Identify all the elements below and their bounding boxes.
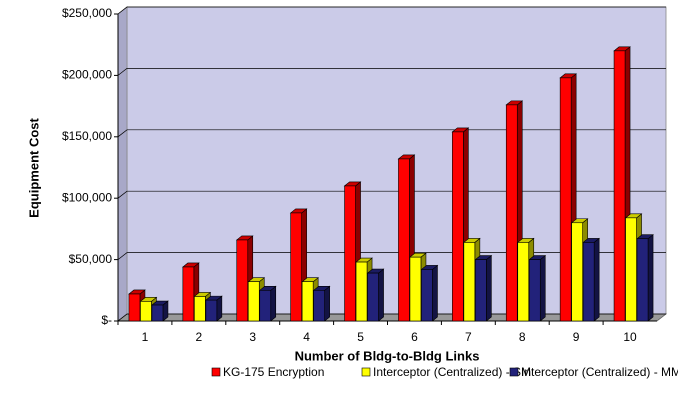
- y-axis-title: Equipment Cost: [26, 118, 41, 218]
- bar-front: [313, 289, 325, 322]
- x-tick-label: 1: [142, 330, 149, 344]
- bar-front: [409, 256, 422, 322]
- bar-front: [398, 158, 410, 322]
- bar-front: [151, 304, 164, 322]
- x-tick-label: 10: [623, 330, 637, 344]
- y-tick-label: $250,000: [62, 6, 112, 20]
- bar-front: [128, 293, 141, 322]
- bar-front: [475, 259, 487, 322]
- bar-side: [593, 237, 600, 322]
- bar: [312, 285, 331, 322]
- grid-line: [117, 6, 666, 15]
- y-tick-label: $150,000: [62, 129, 112, 143]
- bar-front: [528, 259, 541, 322]
- bar-front: [571, 222, 583, 322]
- bar-front: [582, 242, 595, 322]
- bar-front: [452, 131, 464, 322]
- bar-side: [378, 268, 384, 322]
- grid-line: [117, 252, 666, 260]
- bar-front: [505, 104, 518, 322]
- grid-line: [117, 190, 666, 199]
- bar: [528, 254, 547, 322]
- legend-label: Interceptor (Centralized) - MM: [521, 365, 678, 379]
- bar-side: [324, 285, 330, 322]
- bar-front: [290, 212, 302, 322]
- bar: [582, 237, 601, 322]
- legend-label: KG-175 Encryption: [223, 365, 324, 379]
- bar-front: [367, 272, 379, 322]
- y-tick-label: $50,000: [69, 252, 113, 266]
- bar-front: [344, 185, 356, 322]
- bar-front: [140, 301, 152, 322]
- bar-front: [182, 266, 195, 322]
- x-tick-label: 2: [196, 330, 203, 344]
- legend-swatch: [361, 367, 371, 377]
- bar-front: [463, 242, 476, 322]
- legend-label: Interceptor (Centralized) - SM: [373, 365, 531, 379]
- bar-front: [421, 269, 433, 322]
- x-tick-label: 8: [519, 330, 526, 344]
- x-tick-label: 7: [465, 330, 472, 344]
- bar-side: [647, 234, 654, 322]
- grid-line: [117, 129, 666, 138]
- bar-side: [270, 285, 277, 322]
- bar: [204, 295, 223, 322]
- bar-front: [613, 50, 626, 322]
- x-axis-title: Number of Bldg-to-Bldg Links: [295, 348, 480, 363]
- x-tick-label: 5: [357, 330, 364, 344]
- x-tick-label: 6: [411, 330, 418, 344]
- bar-front: [236, 239, 249, 322]
- bar-side: [432, 264, 438, 322]
- legend-swatch: [509, 367, 519, 377]
- bar-front: [205, 299, 218, 322]
- bar: [366, 268, 385, 322]
- x-tick-label: 9: [573, 330, 580, 344]
- bar-front: [625, 217, 637, 322]
- bar: [151, 300, 169, 322]
- side-wall: [117, 6, 128, 322]
- bar-front: [636, 238, 649, 322]
- legend-swatch: [211, 367, 221, 377]
- bar: [258, 285, 277, 322]
- bar-front: [355, 261, 368, 322]
- bar: [474, 254, 493, 322]
- bar-side: [539, 254, 546, 322]
- bar-front: [301, 281, 314, 322]
- bar-front: [194, 296, 206, 322]
- y-tick-label: $100,000: [62, 190, 112, 204]
- y-tick-label: $200,000: [62, 68, 112, 82]
- bar: [636, 234, 654, 322]
- bar: [420, 264, 439, 322]
- x-tick-label: 3: [249, 330, 256, 344]
- bar-front: [517, 242, 530, 322]
- bar-front: [247, 281, 260, 322]
- bar-front: [559, 77, 572, 322]
- x-tick-label: 4: [303, 330, 310, 344]
- bar-side: [486, 254, 492, 322]
- bar-front: [259, 289, 272, 322]
- y-tick-label: $-: [101, 313, 112, 327]
- grid-line: [117, 68, 666, 76]
